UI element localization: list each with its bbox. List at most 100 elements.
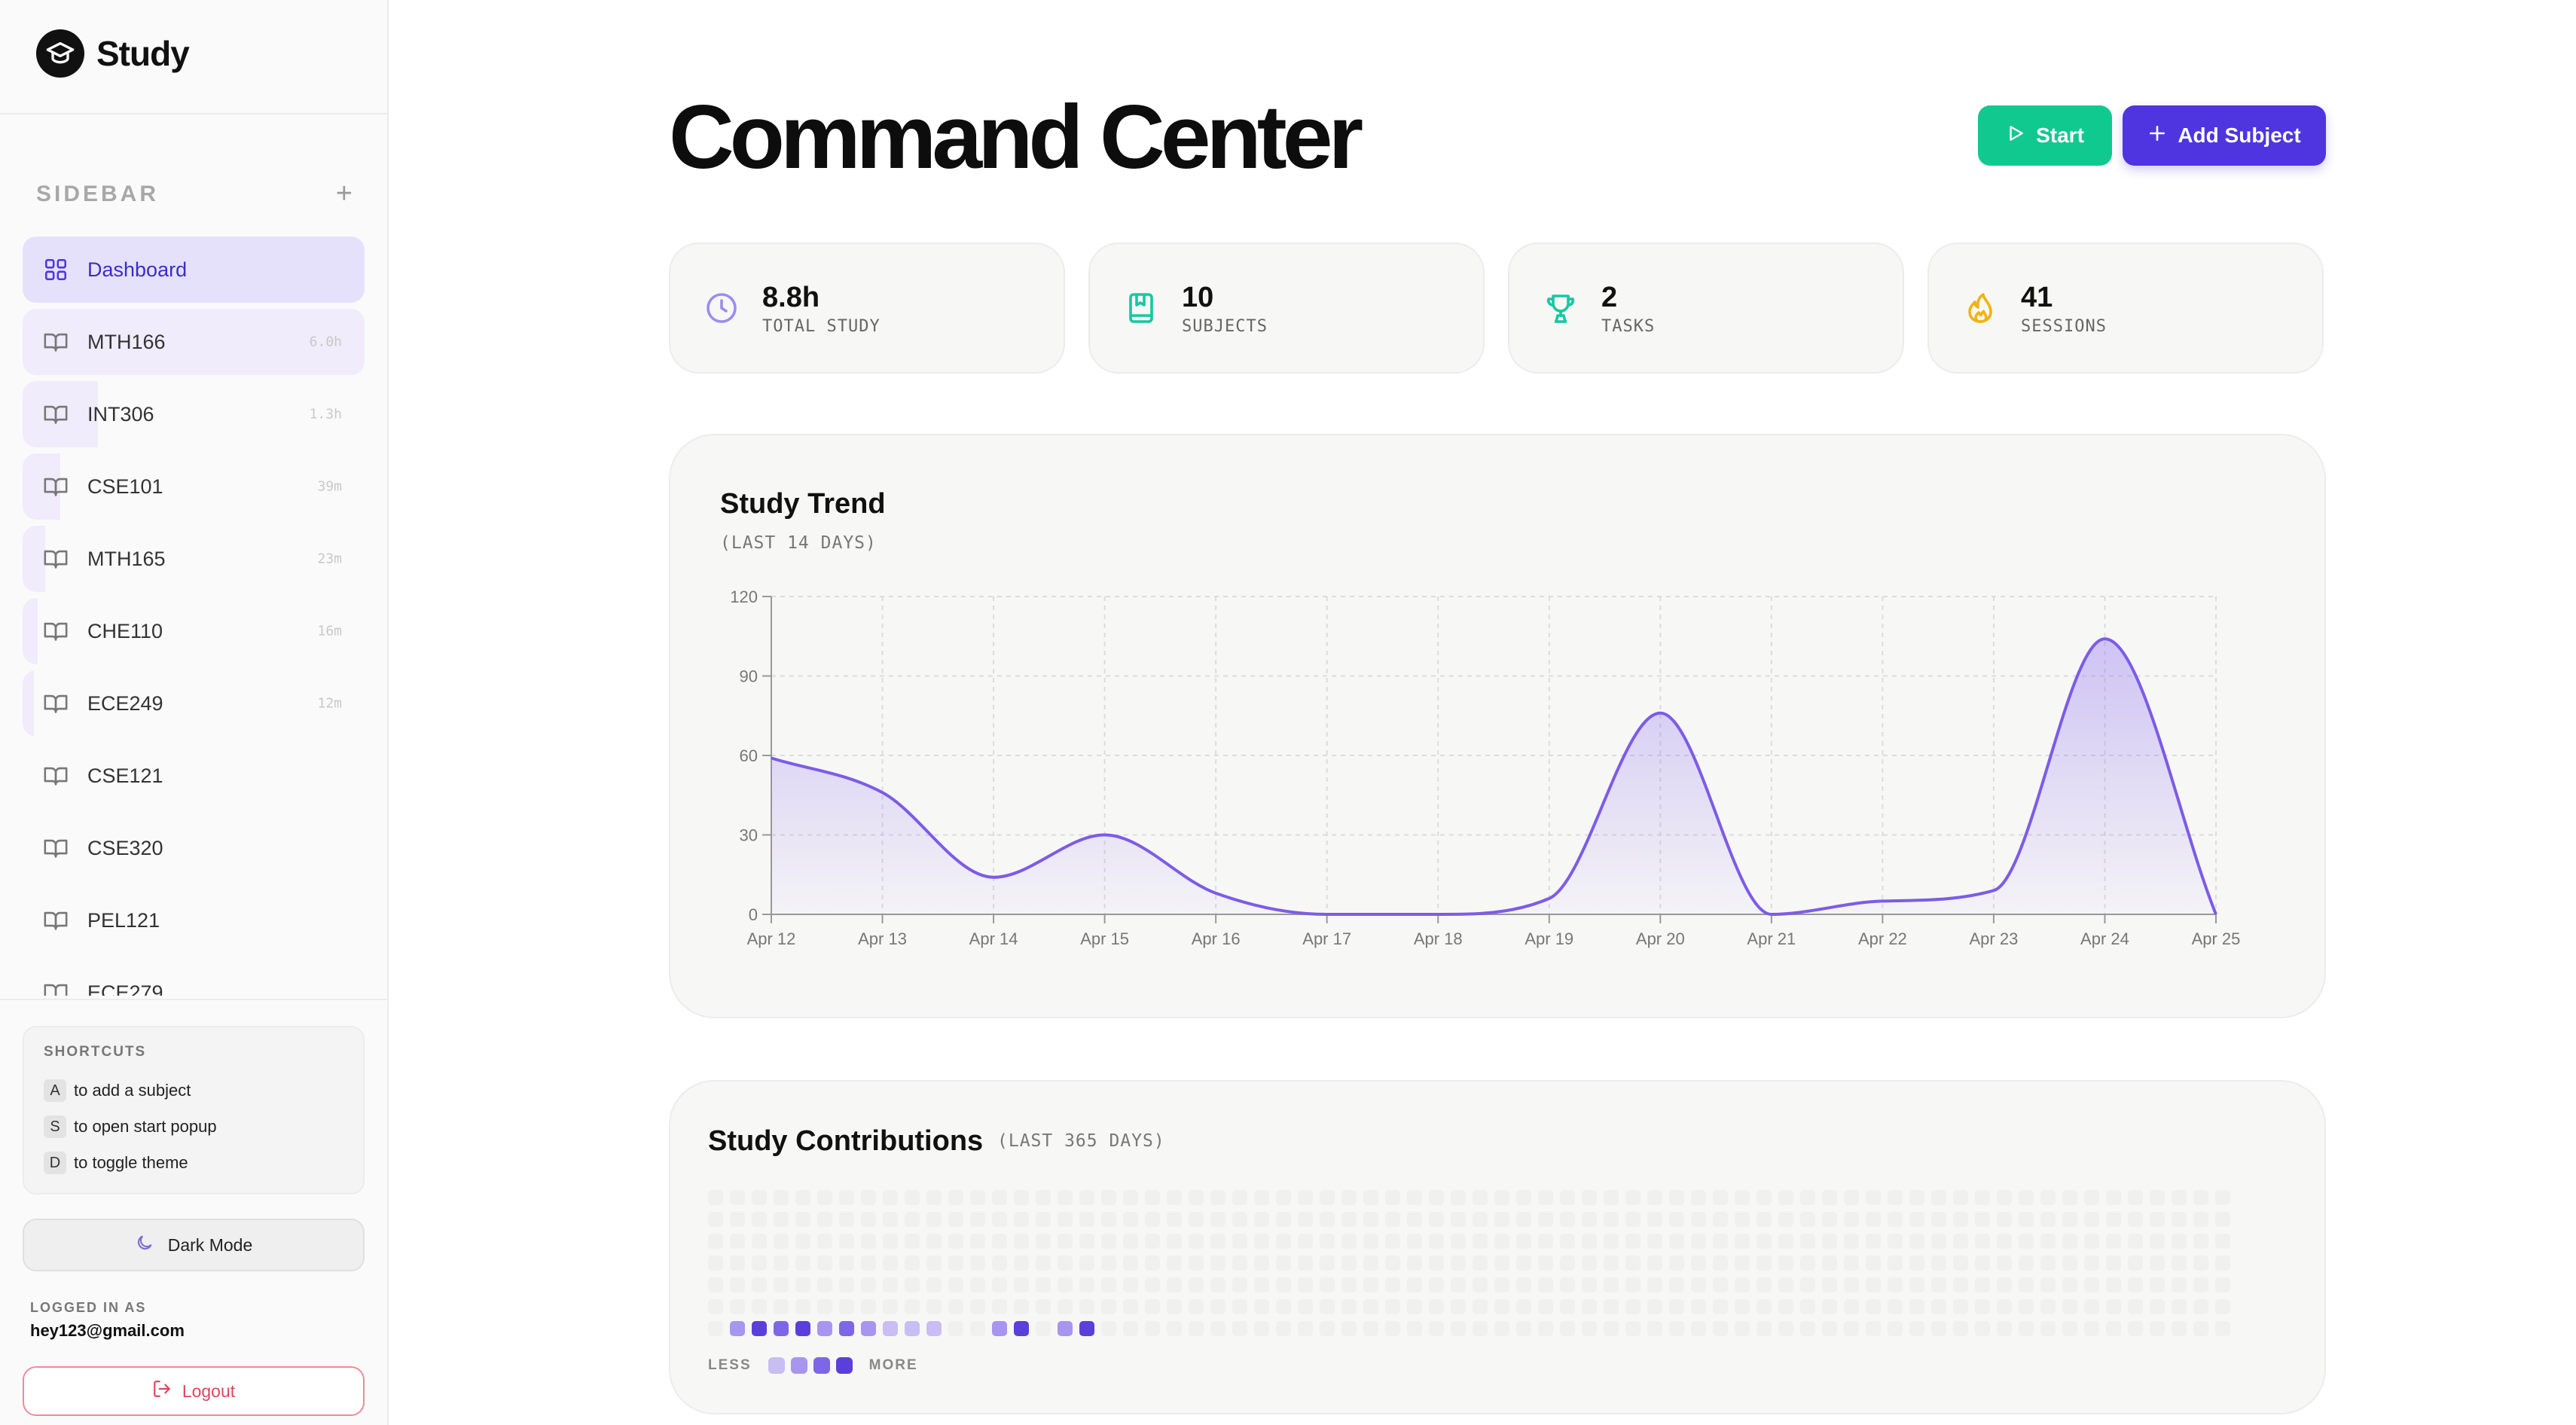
sidebar-item-cse320[interactable]: CSE320	[23, 815, 365, 881]
heatmap-cell	[2128, 1277, 2143, 1292]
heatmap-cell	[2040, 1277, 2056, 1292]
heatmap-cell	[1036, 1234, 1051, 1249]
heatmap-cell	[2128, 1256, 2143, 1271]
sidebar-item-che110[interactable]: CHE110 16m	[23, 598, 365, 664]
heatmap-cell	[1844, 1234, 1859, 1249]
shortcut-text: to toggle theme	[74, 1153, 188, 1172]
heatmap-cell	[926, 1277, 942, 1292]
add-subject-plus-icon[interactable]: +	[335, 178, 353, 209]
heatmap-cell	[1123, 1299, 1138, 1314]
heatmap-cell	[1997, 1190, 2012, 1205]
heatmap-cell	[1036, 1277, 1051, 1292]
stat-card-total-study: 8.8h TOTAL STUDY	[669, 243, 1065, 374]
heatmap-cell	[1560, 1299, 1575, 1314]
heatmap-cell	[1822, 1321, 1837, 1336]
sidebar-title: SIDEBAR	[36, 181, 160, 206]
sidebar-item-time: 6.0h	[309, 334, 342, 350]
heatmap-cell	[1800, 1321, 1815, 1336]
stat-card-sessions: 41 SESSIONS	[1927, 243, 2324, 374]
legend-swatch	[790, 1357, 807, 1374]
heatmap-cell	[2040, 1234, 2056, 1249]
heatmap-cell	[1145, 1256, 1160, 1271]
dark-mode-button[interactable]: Dark Mode	[23, 1219, 365, 1271]
heatmap-cell	[752, 1212, 767, 1227]
heatmap-cell	[1822, 1190, 1837, 1205]
heatmap-cell	[1625, 1256, 1641, 1271]
heatmap-cell	[1582, 1321, 1597, 1336]
heatmap-cell	[1079, 1277, 1094, 1292]
heatmap-cell	[948, 1277, 963, 1292]
heatmap-cell	[1320, 1234, 1335, 1249]
heatmap-cell	[2193, 1277, 2208, 1292]
heatmap-cell	[1058, 1256, 1073, 1271]
heatmap-cell	[1210, 1234, 1225, 1249]
sidebar-item-ece279[interactable]: ECE279	[23, 960, 365, 996]
heatmap-cell	[1079, 1299, 1094, 1314]
heatmap-cell	[1866, 1321, 1881, 1336]
heatmap-cell	[1757, 1190, 1772, 1205]
heatmap-cell	[1429, 1321, 1444, 1336]
heatmap-cell	[2084, 1299, 2099, 1314]
heatmap-cell	[2062, 1299, 2077, 1314]
graduation-cap-icon	[36, 29, 84, 78]
heatmap-cell	[1298, 1277, 1313, 1292]
heatmap-cell	[2172, 1256, 2187, 1271]
heatmap-cell	[926, 1212, 942, 1227]
trophy-icon	[1540, 287, 1582, 329]
brand[interactable]: Study	[36, 27, 190, 80]
heatmap-cell	[1429, 1277, 1444, 1292]
heatmap-cell	[1123, 1190, 1138, 1205]
heatmap-cell	[2084, 1277, 2099, 1292]
heatmap-cell	[926, 1256, 942, 1271]
heatmap-cell	[992, 1321, 1007, 1336]
heatmap-cell	[774, 1321, 789, 1336]
sidebar-item-dashboard[interactable]: Dashboard	[23, 236, 365, 303]
sidebar-item-mth166[interactable]: MTH166 6.0h	[23, 309, 365, 375]
heatmap-cell	[2062, 1277, 2077, 1292]
heatmap-cell	[1014, 1234, 1029, 1249]
heatmap-cell	[1931, 1277, 1946, 1292]
heatmap-cell	[1560, 1212, 1575, 1227]
heatmap-cell	[883, 1234, 898, 1249]
heatmap-cell	[1888, 1190, 1903, 1205]
heatmap-cell	[1232, 1321, 1247, 1336]
page-title: Command Center	[669, 87, 1363, 188]
logout-button[interactable]: Logout	[23, 1366, 365, 1416]
heatmap-cell	[1844, 1321, 1859, 1336]
heatmap-cell	[1473, 1277, 1488, 1292]
sidebar-item-mth165[interactable]: MTH165 23m	[23, 526, 365, 592]
heatmap-cell	[2150, 1212, 2165, 1227]
heatmap-cell	[883, 1277, 898, 1292]
heatmap-cell	[839, 1321, 854, 1336]
sidebar-item-cse121[interactable]: CSE121	[23, 743, 365, 809]
heatmap-cell	[1538, 1190, 1553, 1205]
heatmap-cell	[1604, 1190, 1619, 1205]
start-button[interactable]: Start	[1978, 105, 2112, 166]
heatmap-cell	[2106, 1321, 2121, 1336]
sidebar-item-int306[interactable]: INT306 1.3h	[23, 381, 365, 447]
x-tick-label: Apr 24	[2080, 929, 2129, 948]
heatmap-cell	[2215, 1190, 2230, 1205]
heatmap-cell	[2128, 1212, 2143, 1227]
trend-line	[771, 637, 2217, 917]
heatmap-cell	[2193, 1212, 2208, 1227]
y-tick-label: 120	[730, 587, 758, 606]
heatmap-cell	[1210, 1299, 1225, 1314]
heatmap-cell	[1997, 1321, 2012, 1336]
heatmap-cell	[1560, 1234, 1575, 1249]
contribution-heatmap	[708, 1190, 2230, 1336]
sidebar-item-ece249[interactable]: ECE249 12m	[23, 670, 365, 737]
heatmap-cell	[1341, 1212, 1357, 1227]
shortcut-text: to add a subject	[74, 1081, 191, 1100]
heatmap-cell	[1582, 1190, 1597, 1205]
sidebar-item-cse101[interactable]: CSE101 39m	[23, 453, 365, 520]
heatmap-cell	[2040, 1321, 2056, 1336]
stat-label: SUBJECTS	[1182, 316, 1268, 336]
add-subject-button[interactable]: Add Subject	[2123, 105, 2326, 166]
heatmap-cell	[2019, 1277, 2034, 1292]
sidebar-nav: Dashboard MTH166 6.0h INT306 1.3h CSE101 39m MT…	[23, 236, 365, 996]
sidebar-item-pel121[interactable]: PEL121	[23, 887, 365, 954]
heatmap-cell	[1058, 1299, 1073, 1314]
book-open-icon	[42, 835, 69, 862]
